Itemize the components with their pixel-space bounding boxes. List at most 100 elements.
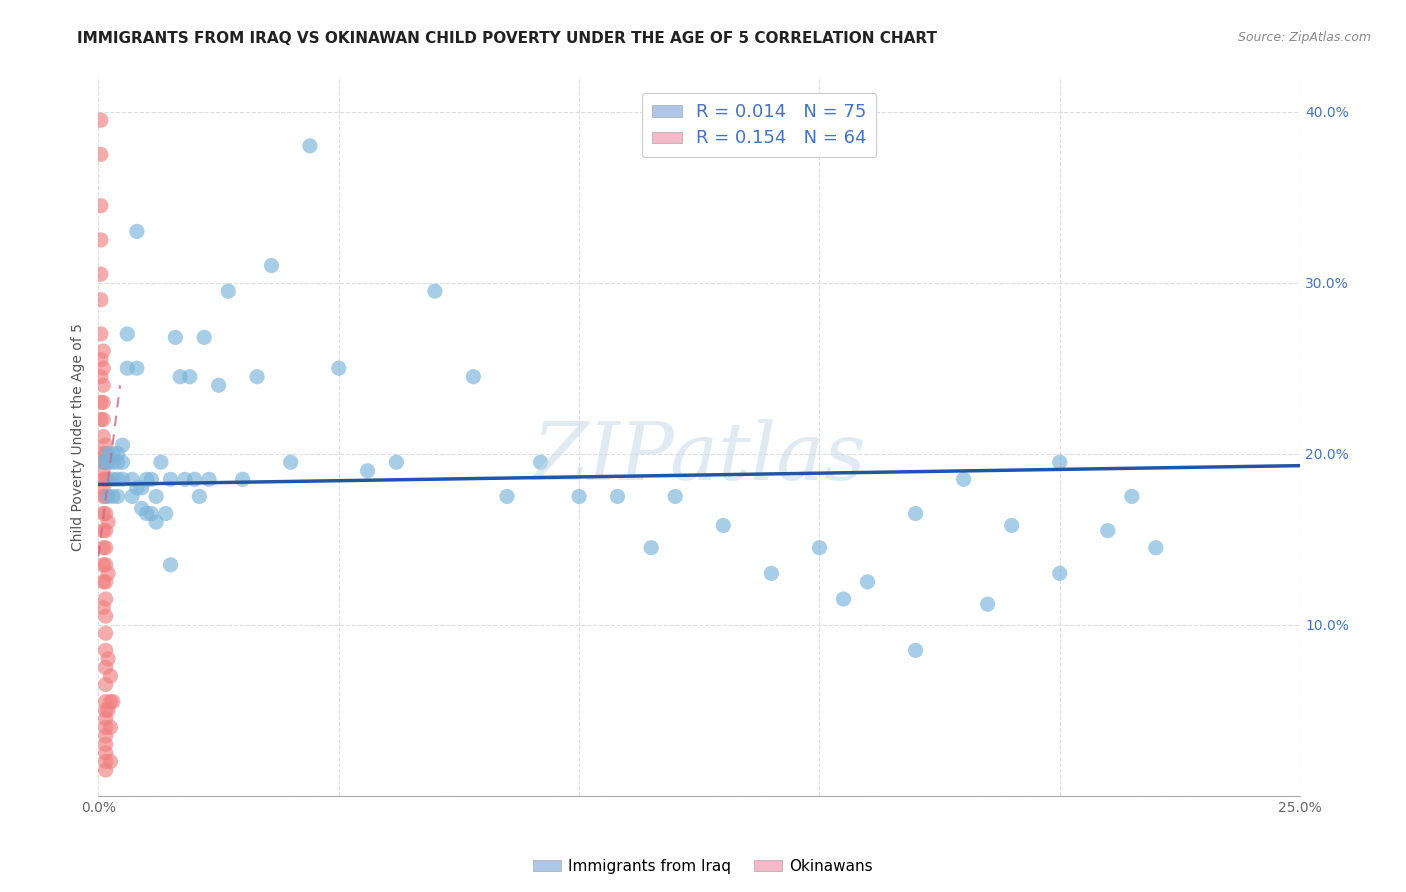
Point <box>97 566 120 581</box>
Point <box>904 643 927 657</box>
Point <box>91 464 114 478</box>
Point <box>100 755 122 769</box>
Point <box>94 660 117 674</box>
Point <box>90 267 112 281</box>
Point <box>808 541 831 555</box>
Point <box>423 284 446 298</box>
Point <box>260 259 283 273</box>
Point <box>90 199 112 213</box>
Text: IMMIGRANTS FROM IRAQ VS OKINAWAN CHILD POVERTY UNDER THE AGE OF 5 CORRELATION CH: IMMIGRANTS FROM IRAQ VS OKINAWAN CHILD P… <box>77 31 938 46</box>
Point <box>111 455 134 469</box>
Point <box>91 481 114 495</box>
Point <box>91 361 114 376</box>
Point <box>100 720 122 734</box>
Point <box>135 507 157 521</box>
Legend: Immigrants from Iraq, Okinawans: Immigrants from Iraq, Okinawans <box>527 853 879 880</box>
Point <box>97 447 120 461</box>
Text: Source: ZipAtlas.com: Source: ZipAtlas.com <box>1237 31 1371 45</box>
Point <box>94 712 117 726</box>
Point <box>328 361 350 376</box>
Legend: R = 0.014   N = 75, R = 0.154   N = 64: R = 0.014 N = 75, R = 0.154 N = 64 <box>643 93 876 157</box>
Point <box>385 455 408 469</box>
Point <box>107 455 129 469</box>
Point <box>91 541 114 555</box>
Point <box>91 558 114 572</box>
Point <box>1121 490 1143 504</box>
Point <box>94 729 117 743</box>
Point <box>90 369 112 384</box>
Point <box>179 369 201 384</box>
Point <box>131 481 153 495</box>
Point <box>94 592 117 607</box>
Point <box>165 330 187 344</box>
Point <box>856 574 879 589</box>
Point <box>94 609 117 624</box>
Point <box>711 518 734 533</box>
Point <box>94 558 117 572</box>
Point <box>94 720 117 734</box>
Point <box>91 447 114 461</box>
Point <box>141 507 163 521</box>
Point <box>217 284 239 298</box>
Point <box>94 438 117 452</box>
Point <box>94 472 117 486</box>
Point <box>111 438 134 452</box>
Point <box>94 490 117 504</box>
Point <box>91 600 114 615</box>
Point <box>91 472 114 486</box>
Point <box>135 472 157 486</box>
Point <box>91 574 114 589</box>
Point <box>97 515 120 529</box>
Point <box>111 472 134 486</box>
Point <box>94 626 117 640</box>
Point <box>97 472 120 486</box>
Point <box>183 472 205 486</box>
Point <box>640 541 662 555</box>
Point <box>97 455 120 469</box>
Point <box>188 490 211 504</box>
Y-axis label: Child Poverty Under the Age of 5: Child Poverty Under the Age of 5 <box>72 323 86 550</box>
Point <box>761 566 783 581</box>
Point <box>125 361 148 376</box>
Point <box>91 455 114 469</box>
Point <box>664 490 686 504</box>
Point <box>149 455 172 469</box>
Point <box>94 763 117 777</box>
Point <box>145 490 167 504</box>
Point <box>91 455 114 469</box>
Point <box>952 472 974 486</box>
Point <box>94 574 117 589</box>
Point <box>94 541 117 555</box>
Point <box>193 330 215 344</box>
Point <box>141 472 163 486</box>
Point <box>976 597 998 611</box>
Point <box>606 490 628 504</box>
Point <box>1049 566 1071 581</box>
Point <box>90 352 112 367</box>
Point <box>496 490 519 504</box>
Point <box>232 472 254 486</box>
Point <box>90 233 112 247</box>
Point <box>91 524 114 538</box>
Point <box>121 472 143 486</box>
Point <box>125 481 148 495</box>
Point <box>101 695 124 709</box>
Point <box>169 369 191 384</box>
Point <box>94 703 117 717</box>
Point <box>91 395 114 409</box>
Point <box>97 490 120 504</box>
Point <box>159 472 181 486</box>
Text: ZIPatlas: ZIPatlas <box>533 419 866 497</box>
Point <box>94 447 117 461</box>
Point <box>1049 455 1071 469</box>
Point <box>298 139 321 153</box>
Point <box>91 378 114 392</box>
Point <box>131 501 153 516</box>
Point <box>117 326 139 341</box>
Point <box>90 293 112 307</box>
Point <box>90 113 112 128</box>
Point <box>90 395 112 409</box>
Point <box>100 695 122 709</box>
Point <box>198 472 221 486</box>
Point <box>1001 518 1024 533</box>
